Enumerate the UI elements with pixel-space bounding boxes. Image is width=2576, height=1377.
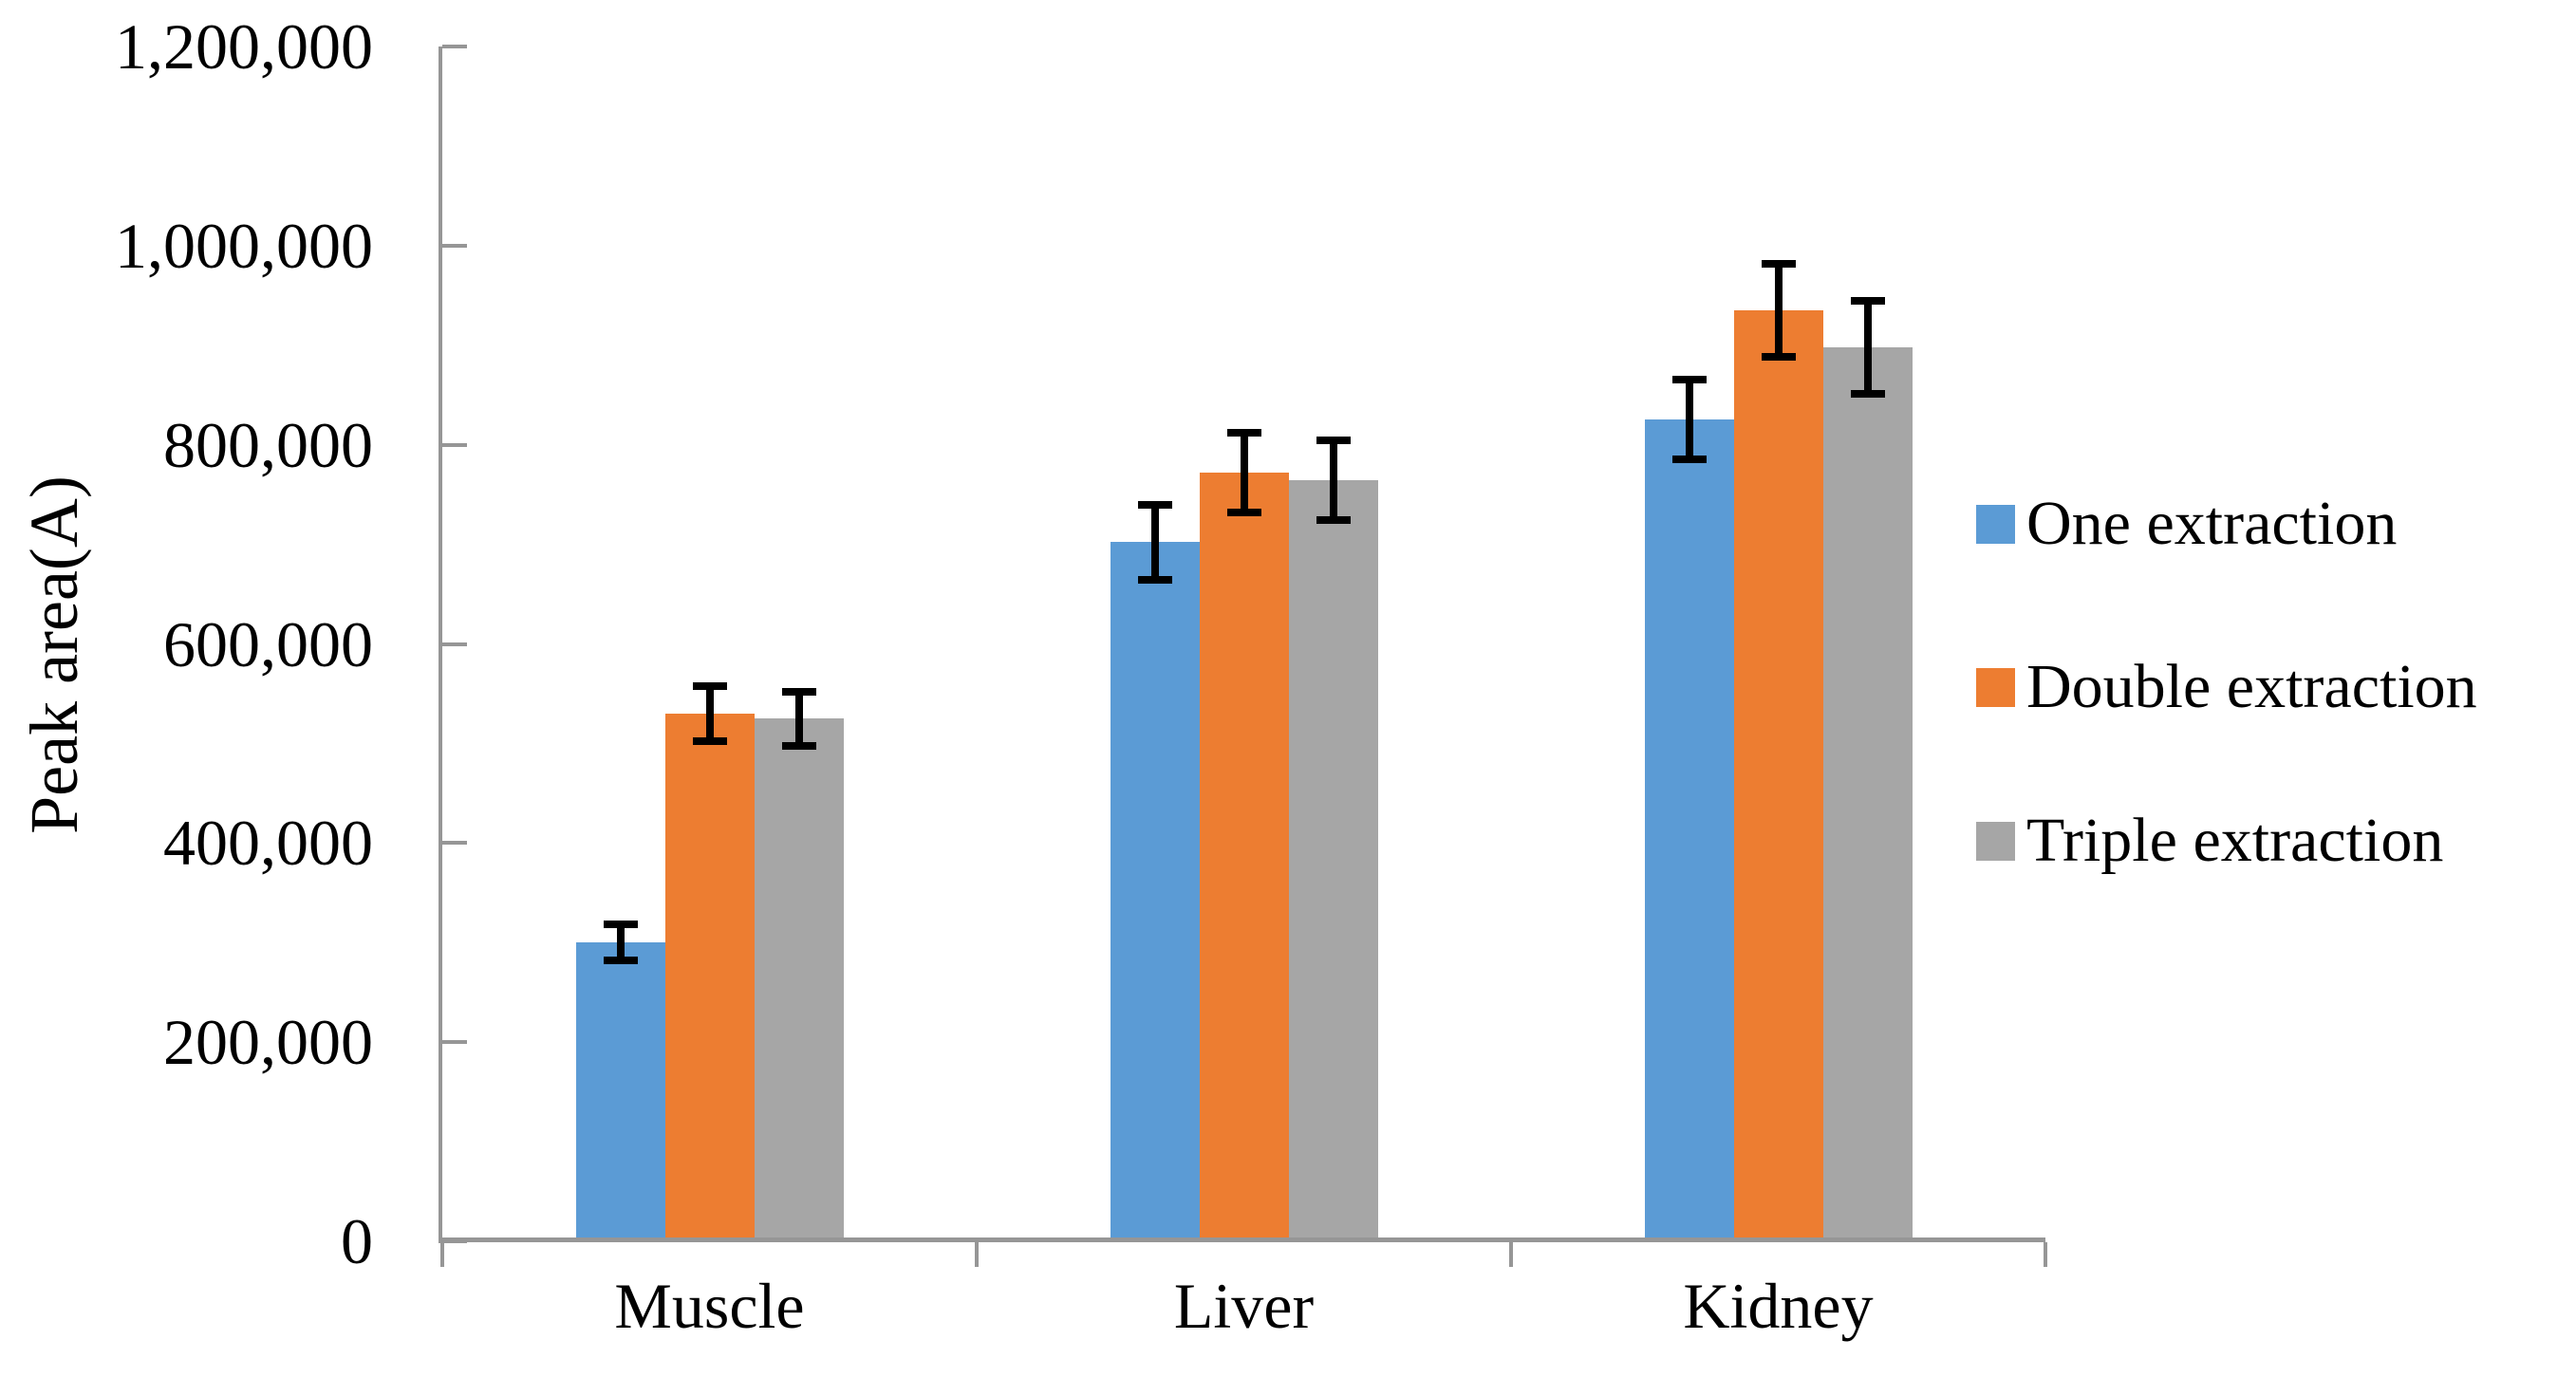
y-axis-tick-label: 400,000 <box>163 807 373 880</box>
legend-label-series-3: Triple extraction <box>2026 806 2444 875</box>
error-bar-line <box>616 924 625 961</box>
error-bar-cap-top <box>1316 437 1351 445</box>
x-axis-line <box>439 1237 2045 1242</box>
x-axis-tick <box>440 1242 444 1267</box>
legend-label-series-1: One extraction <box>2026 489 2398 558</box>
error-bar-line <box>1685 380 1693 460</box>
x-axis-label-kidney: Kidney <box>1683 1270 1874 1342</box>
y-axis-tick <box>442 841 467 846</box>
error-bar-cap-top <box>1226 429 1261 437</box>
y-axis-tick-label: 800,000 <box>163 408 373 481</box>
error-bar-cap-bottom <box>1850 390 1885 399</box>
error-bar-cap-top <box>603 921 638 929</box>
y-axis-tick <box>442 1040 467 1045</box>
error-bar-line <box>1329 440 1337 521</box>
error-bar-cap-bottom <box>1671 456 1707 464</box>
bar-kidney-series-3 <box>1822 346 1913 1241</box>
y-axis-tick-label: 1,000,000 <box>115 209 373 282</box>
error-bar-line <box>1774 263 1783 358</box>
legend-label-series-2: Double extraction <box>2026 652 2477 721</box>
bar-muscle-series-2 <box>664 713 755 1241</box>
y-axis-tick <box>442 442 467 447</box>
y-axis-tick-label: 200,000 <box>163 1006 373 1079</box>
error-bar-cap-top <box>1671 376 1707 384</box>
y-axis-tick-label: 600,000 <box>163 607 373 680</box>
error-bar-cap-bottom <box>781 741 816 750</box>
error-bar-cap-top <box>1137 500 1172 509</box>
y-axis-line <box>439 47 442 1243</box>
error-bar-cap-top <box>1850 296 1885 305</box>
error-bar-cap-top <box>692 681 727 690</box>
legend-swatch-series-1 <box>1976 504 2015 544</box>
bar-liver-series-2 <box>1199 473 1289 1241</box>
error-bar-cap-top <box>1761 259 1796 268</box>
error-bar-cap-bottom <box>1226 509 1261 516</box>
x-axis-label-muscle: Muscle <box>614 1270 805 1342</box>
y-axis-tick <box>442 45 467 48</box>
error-bar-cap-bottom <box>603 957 638 965</box>
error-bar-line <box>1863 300 1872 395</box>
error-bar-line <box>1240 433 1248 512</box>
error-bar-line <box>705 685 714 742</box>
error-bar-cap-bottom <box>692 737 727 746</box>
error-bar-cap-bottom <box>1316 516 1351 525</box>
error-bar-line <box>1150 504 1159 581</box>
x-axis-tick <box>2044 1242 2047 1267</box>
y-axis-tick <box>442 642 467 646</box>
error-bar-line <box>794 691 803 746</box>
y-axis-tick <box>442 243 467 248</box>
legend-swatch-series-2 <box>1976 667 2015 707</box>
y-axis-tick-label: 1,200,000 <box>115 10 373 83</box>
bar-muscle-series-3 <box>754 718 844 1241</box>
bar-kidney-series-1 <box>1644 419 1734 1241</box>
bar-muscle-series-1 <box>575 942 665 1241</box>
legend-swatch-series-3 <box>1976 821 2015 861</box>
x-axis-tick <box>1509 1242 1513 1267</box>
error-bar-cap-top <box>781 687 816 696</box>
plot-area <box>439 45 2047 1267</box>
bar-kidney-series-2 <box>1733 310 1823 1241</box>
bar-liver-series-1 <box>1110 542 1200 1241</box>
error-bar-cap-bottom <box>1137 576 1172 585</box>
x-axis-label-liver: Liver <box>1173 1270 1315 1342</box>
error-bar-cap-bottom <box>1761 353 1796 362</box>
y-axis-tick-label: 0 <box>341 1205 373 1277</box>
bar-liver-series-3 <box>1288 480 1378 1241</box>
x-axis-tick <box>975 1242 979 1267</box>
